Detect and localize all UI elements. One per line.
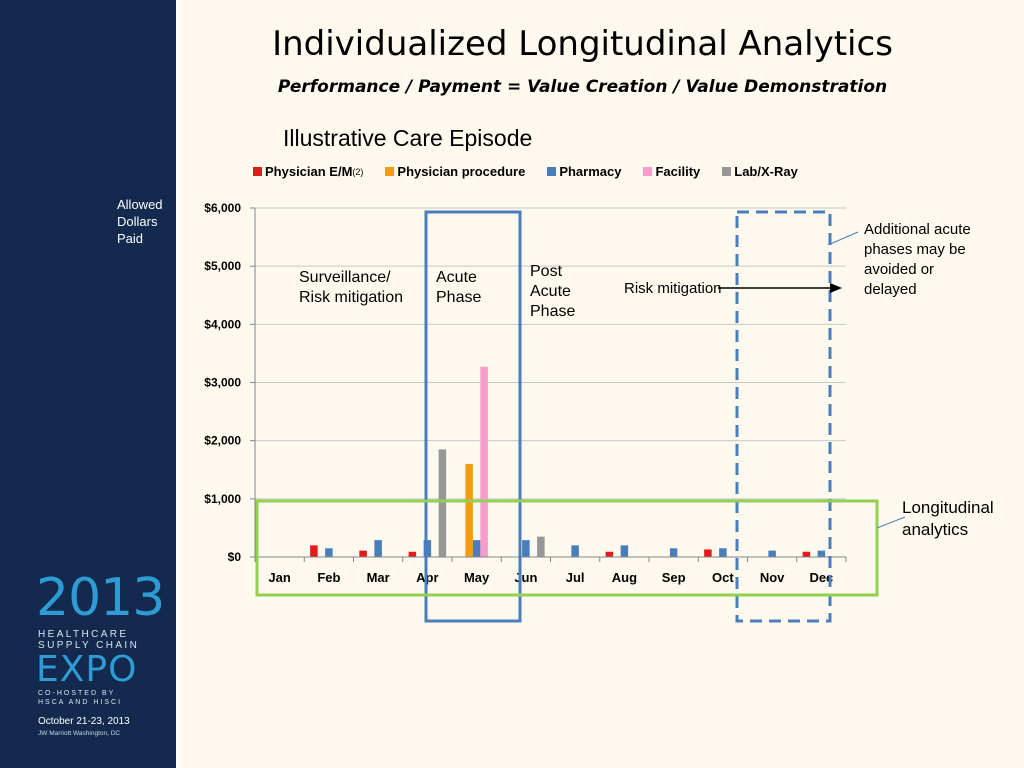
bar-pharmacy-dec bbox=[817, 550, 826, 557]
axes bbox=[250, 207, 847, 562]
overlays bbox=[255, 210, 906, 623]
logo-line-healthcare: HEALTHCARE bbox=[38, 629, 129, 640]
y-tick-label: $5,000 bbox=[204, 259, 241, 273]
additional-phases-dashed-box bbox=[735, 210, 832, 623]
acute-phase-box bbox=[424, 210, 522, 623]
sidebar-divider bbox=[176, 0, 179, 768]
legend-item-physician-procedure: Physician procedure bbox=[385, 164, 525, 179]
legend-item-physician-em: Physician E/M (2) bbox=[253, 164, 363, 179]
bar-pharmacy-feb bbox=[325, 548, 333, 557]
bar-lab-x-ray-jun bbox=[537, 536, 545, 557]
y-tick-label: $2,000 bbox=[204, 434, 241, 448]
legend-item-lab-xray: Lab/X-Ray bbox=[722, 164, 798, 179]
y-tick-label: $0 bbox=[228, 550, 242, 564]
annotation-post-acute-phase: Post Acute Phase bbox=[530, 263, 576, 320]
logo-date: October 21-23, 2013 bbox=[38, 716, 130, 727]
legend-label: Physician procedure bbox=[397, 164, 526, 179]
bar-physician-e-m-apr bbox=[408, 551, 417, 557]
legend-item-pharmacy: Pharmacy bbox=[547, 164, 621, 179]
bar-pharmacy-aug bbox=[620, 545, 629, 557]
bar-physician-e-m-feb bbox=[310, 545, 318, 557]
x-tick-label: Sep bbox=[662, 570, 686, 585]
chart-legend: Physician E/M (2) Physician procedure Ph… bbox=[253, 164, 798, 179]
bar-physician-e-m-aug bbox=[605, 551, 614, 557]
legend-swatch bbox=[385, 167, 395, 176]
legend-swatch bbox=[643, 167, 653, 176]
y-tick-label: $4,000 bbox=[204, 317, 241, 331]
legend-swatch bbox=[547, 167, 557, 176]
annotation-risk-mitigation: Risk mitigation bbox=[624, 280, 722, 297]
bar-physician-e-m-mar bbox=[359, 550, 367, 557]
logo-venue: JW Marriott Washington, DC bbox=[38, 730, 121, 737]
bar-pharmacy-jul bbox=[571, 545, 579, 557]
legend-swatch bbox=[253, 167, 262, 176]
legend-swatch bbox=[722, 167, 732, 176]
bar-pharmacy-jun bbox=[522, 540, 530, 557]
chart-title: Illustrative Care Episode bbox=[283, 125, 533, 151]
y-tick-label: $6,000 bbox=[204, 201, 241, 215]
x-tick-label: Jan bbox=[268, 570, 290, 585]
bar-pharmacy-mar bbox=[374, 540, 382, 557]
legend-item-facility: Facility bbox=[643, 164, 700, 179]
logo-year: 2013 bbox=[36, 568, 165, 628]
annotation-additional-phases: Additional acute phases may be avoided o… bbox=[864, 221, 971, 298]
annotation-acute-phase: Acute Phase bbox=[436, 269, 482, 306]
legend-footnote: (2) bbox=[352, 166, 364, 177]
slide-subtitle: Performance / Payment = Value Creation /… bbox=[277, 77, 888, 97]
grid-lines bbox=[255, 207, 846, 500]
logo-cohost-line2: HSCA AND HISCI bbox=[38, 699, 123, 706]
bar-physician-e-m-oct bbox=[704, 549, 712, 557]
logo-cohost-line1: CO-HOSTED BY bbox=[38, 690, 116, 697]
tick-labels: $0 $1,000 $2,000 $3,000 $4,000 $5,000 $6,000 Ja… bbox=[204, 201, 833, 585]
y-tick-label: $3,000 bbox=[204, 376, 241, 390]
x-tick-label: Feb bbox=[317, 570, 340, 585]
longitudinal-analytics-box bbox=[255, 499, 879, 597]
x-tick-label: Nov bbox=[760, 570, 785, 585]
annotation-surveillance: Surveillance/ Risk mitigation bbox=[299, 269, 404, 306]
x-tick-label: Aug bbox=[612, 570, 637, 585]
bar-pharmacy-nov bbox=[768, 550, 776, 557]
x-tick-label: Jul bbox=[566, 570, 585, 585]
bar-pharmacy-oct bbox=[719, 548, 727, 557]
x-tick-label: Mar bbox=[367, 570, 390, 585]
x-tick-label: Oct bbox=[712, 570, 734, 585]
slide-title: Individualized Longitudinal Analytics bbox=[272, 24, 893, 64]
logo-expo: EXPO bbox=[36, 649, 138, 690]
callout-line-longitudinal bbox=[876, 516, 906, 529]
logo-line-supply-chain: SUPPLY CHAIN bbox=[38, 640, 140, 651]
y-tick-label: $1,000 bbox=[204, 492, 241, 506]
legend-label: Pharmacy bbox=[559, 164, 622, 179]
x-tick-label: Dec bbox=[809, 570, 833, 585]
legend-label: Facility bbox=[655, 164, 701, 179]
bar-pharmacy-may bbox=[472, 540, 481, 557]
bar-lab-x-ray-apr bbox=[438, 449, 447, 557]
bar-facility-may bbox=[480, 366, 488, 557]
legend-label: Physician E/M bbox=[265, 164, 353, 179]
arrow-head-icon bbox=[830, 283, 842, 293]
x-tick-label: May bbox=[464, 570, 490, 585]
x-tick-label: Jun bbox=[514, 570, 537, 585]
callout-line-additional bbox=[827, 231, 859, 246]
sidebar-panel: 2013 HEALTHCARE SUPPLY CHAIN EXPO CO-HOS… bbox=[0, 0, 176, 768]
bar-physician-procedure-may bbox=[465, 463, 473, 557]
bar-physician-e-m-dec bbox=[802, 551, 811, 557]
y-axis-label: Allowed Dollars Paid bbox=[117, 197, 163, 246]
annotation-longitudinal: Longitudinal analytics bbox=[902, 498, 994, 539]
bars bbox=[310, 366, 826, 557]
legend-label: Lab/X-Ray bbox=[734, 164, 798, 179]
bar-pharmacy-sep bbox=[669, 548, 678, 557]
